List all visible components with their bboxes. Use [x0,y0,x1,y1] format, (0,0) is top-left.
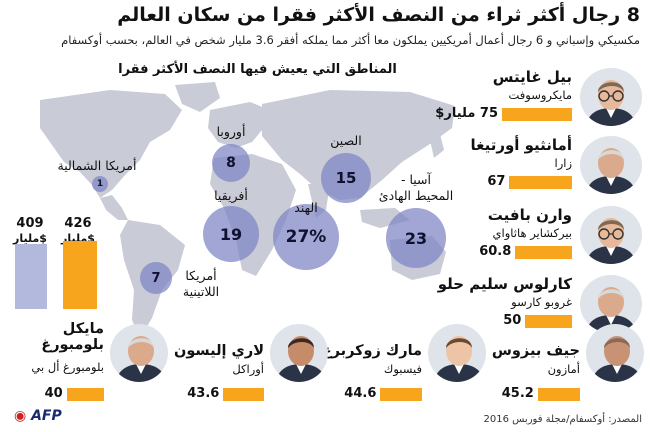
person-company: مايكروسوفت [508,88,572,102]
wealth-number: 67 [487,174,506,189]
wealth-value: 50 [503,313,521,328]
wealth-bar [509,176,572,189]
wealth-bar [66,388,104,401]
wealth-number: 75 [479,106,498,121]
person-company: فيسبوك [383,362,422,376]
portrait-young-icon [428,324,486,382]
page-subtitle: مكسيكي وإسباني و 6 رجال أعمال أمريكيين ي… [61,33,640,47]
afp-logo-text: AFP [31,408,62,424]
person-name: مارك زوكربرغ [321,343,422,359]
region-bubble-india: 27% [273,204,339,270]
comparison-bar-426 [63,240,97,309]
person-card: لاري إليسون أوراكل 43.6 [168,322,328,412]
region-bubble-asia-pacific: 23 [386,208,446,268]
person-name: مايكل بلومبورغ [41,321,104,353]
person-name: جيف بيزوس [491,343,580,359]
person-company: أمازون [547,362,580,376]
comparison-value-426: 426 [64,216,92,231]
person-company: أوراكل [232,362,264,376]
comparison-unit-409: $مليار [13,232,47,245]
wealth-value: 40 [44,386,63,401]
region-label-europe: أوروبا [216,124,246,139]
wealth-value: 75 مليار$ [435,106,498,121]
wealth-value: 45.2 [501,386,534,401]
person-name: بيل غايتس [492,68,572,86]
wealth-bar [380,388,422,401]
person-name: وارن بافيت [487,206,572,224]
person-card: وارن بافيت بيركشاير هاثاواي 60.8 [472,204,642,272]
wealth-number: 60.8 [479,244,512,259]
region-label-asia-pacific: آسيا - المحيط الهادئ [378,172,454,203]
wealth-value: 60.8 [479,244,511,259]
wealth-bar [537,388,580,401]
person-name: أمانثيو أورتيغا [470,136,572,154]
page-title: 8 رجال أكثر ثراء من النصف الأكثر فقرا من… [117,4,640,26]
portrait-glasses-icon [580,206,642,264]
wealth-unit: مليار$ [435,106,476,121]
person-card: بيل غايتس مايكروسوفت 75 مليار$ [435,66,642,134]
region-label-africa: أفريقيا [214,188,248,203]
region-bubble-europe: 8 [212,144,250,182]
region-label-china: الصين [330,133,362,148]
person-name: لاري إليسون [173,343,264,359]
portrait-dark-icon [270,324,328,382]
portrait-grey-icon [580,136,642,194]
person-name: كارلوس سليم حلو [437,275,572,293]
person-company: غروبو كارسو [511,295,572,309]
portrait-bald-icon [586,324,644,382]
region-label-latin-america: أمريكا اللاتينية [182,268,220,299]
person-card: كارلوس سليم حلو غروبو كارسو 50 [438,273,642,341]
wealth-value: 67 [487,174,505,189]
region-label-north-america: أمريكا الشمالية [57,158,137,173]
person-card: مارك زوكربرغ فيسبوك 44.6 [322,322,486,412]
region-bubble-latin-america: 7 [140,262,172,294]
wealth-bar [223,388,264,401]
wealth-value: 43.6 [187,386,220,401]
portrait-grey-icon [110,324,168,382]
region-bubble-africa: 19 [203,206,259,262]
portrait-glasses-icon [580,68,642,126]
person-card: مايكل بلومبورغ بلومبورغ أل بي 40 [8,321,168,412]
person-company: بلومبورغ أل بي [31,360,104,374]
comparison-bar-409 [15,243,47,309]
afp-logo-mark: ◉ [14,408,27,424]
region-label-india: الهند [294,200,318,215]
person-card: أمانثيو أورتيغا زارا 67 [470,134,642,202]
wealth-value: 44.6 [344,386,377,401]
person-company: زارا [554,156,573,170]
wealth-number: 50 [503,313,522,328]
wealth-bar [525,315,572,328]
comparison-value-409: 409 [16,216,44,231]
person-card: جيف بيزوس أمازون 45.2 [484,322,644,412]
region-heading: المناطق التي يعيش فيها النصف الأكثر فقرا [118,62,397,77]
wealth-bar [502,108,572,121]
region-bubble-china: 15 [321,153,371,203]
region-bubble-north-america: 1 [92,176,108,192]
wealth-bar [515,246,572,259]
afp-logo: ◉ AFP [14,408,62,424]
source-note: المصدر: أوكسفام/مجلة فوربس 2016 [483,414,642,425]
person-company: بيركشاير هاثاواي [492,226,572,240]
